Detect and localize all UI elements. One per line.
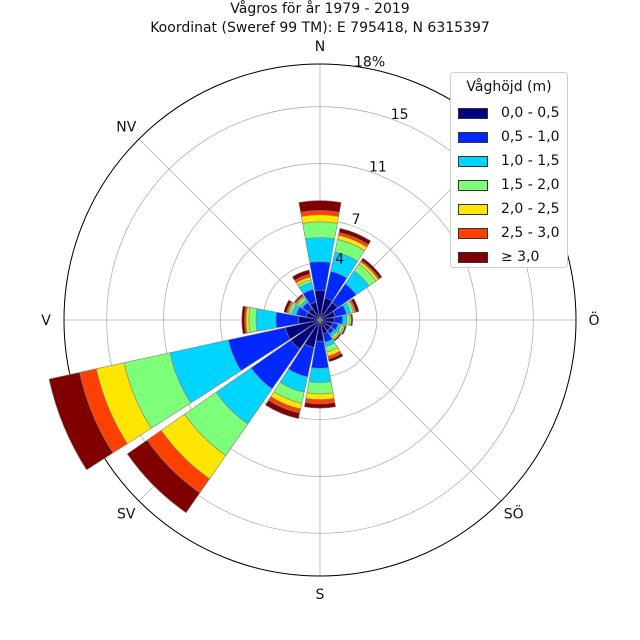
rose-bar-segment — [305, 392, 335, 400]
rose-bar-segment — [298, 200, 342, 213]
legend-item: 1,0 - 1,5 — [458, 153, 559, 169]
legend-swatch — [458, 131, 488, 143]
legend-swatch — [458, 107, 488, 119]
rose-bar-segment — [126, 439, 201, 514]
legend-item: ≥ 3,0 — [458, 249, 539, 265]
legend-label: 0,0 - 0,5 — [501, 105, 560, 121]
legend: Våghöjd (m) 0,0 - 0,5 0,5 - 1,0 1,0 - 1,5 1… — [450, 72, 568, 268]
grid-spoke — [138, 138, 321, 321]
rose-bar-segment — [255, 308, 277, 332]
rose-bar-segment — [302, 221, 338, 240]
legend-label: 1,0 - 1,5 — [501, 153, 560, 169]
legend-item: 1,5 - 2,0 — [458, 177, 559, 193]
rose-bar-segment — [248, 307, 258, 333]
legend-label: 2,5 - 3,0 — [501, 225, 560, 241]
rose-bar-segment — [341, 325, 347, 336]
rose-bar-segment — [241, 305, 247, 335]
direction-label: SV — [117, 507, 136, 523]
direction-label: NV — [116, 119, 136, 135]
direction-label: SÖ — [504, 505, 524, 523]
rose-bar-segment — [342, 314, 348, 326]
rose-bar-segment — [308, 367, 332, 383]
direction-label: S — [316, 587, 325, 603]
rose-bar-segment — [283, 299, 292, 314]
polar-boundary — [63, 63, 577, 577]
legend-swatch — [458, 155, 488, 167]
legend-swatch — [458, 179, 488, 191]
rose-bar-segment — [305, 237, 335, 263]
legend-item: 2,5 - 3,0 — [458, 225, 559, 241]
legend-swatch — [458, 203, 488, 215]
direction-label: V — [41, 313, 51, 329]
legend-item: 0,5 - 1,0 — [458, 129, 559, 145]
rose-bar-segment — [293, 293, 304, 304]
rose-bar-segment — [301, 214, 339, 224]
rose-bar-segment — [265, 399, 301, 420]
direction-label: N — [315, 39, 325, 55]
rose-bar-segment — [338, 227, 372, 246]
radial-tick-label: 18% — [354, 55, 385, 71]
legend-swatch — [458, 251, 488, 263]
direction-label: Ö — [588, 311, 599, 329]
legend-label: ≥ 3,0 — [501, 249, 540, 265]
radial-tick-label: 7 — [352, 212, 361, 228]
legend-title: Våghöjd (m) — [466, 79, 552, 95]
rose-bar-segment — [350, 298, 360, 313]
legend-item: 0,0 - 0,5 — [458, 105, 559, 121]
rose-bar-segment — [306, 381, 334, 395]
rose-bar-segment — [333, 333, 342, 342]
rose-bar-segment — [304, 402, 336, 409]
legend-label: 2,0 - 2,5 — [501, 201, 560, 217]
radial-tick-label: 11 — [369, 159, 387, 175]
chart-title-block: Vågros för år 1979 - 2019 Koordinat (Swe… — [0, 0, 640, 38]
legend-item: 2,0 - 2,5 — [458, 201, 559, 217]
legend-swatch — [458, 227, 488, 239]
grid-spoke — [319, 319, 502, 502]
wind-rose-bars — [48, 200, 383, 514]
rose-bar-segment — [350, 313, 354, 327]
rose-bar-segment — [291, 269, 311, 281]
rose-bar-segment — [360, 257, 383, 280]
legend-label: 1,5 - 2,0 — [501, 177, 560, 193]
rose-bar-segment — [48, 372, 114, 471]
rose-bar-segment — [328, 353, 344, 363]
chart-subtitle: Koordinat (Sweref 99 TM): E 795418, N 63… — [150, 20, 490, 36]
radial-tick-label: 15 — [391, 107, 409, 123]
radial-tick-label: 4 — [335, 251, 344, 267]
rose-bar-segment — [333, 315, 344, 325]
legend-label: 0,5 - 1,0 — [501, 129, 560, 145]
chart-title: Vågros för år 1979 - 2019 — [230, 1, 410, 17]
